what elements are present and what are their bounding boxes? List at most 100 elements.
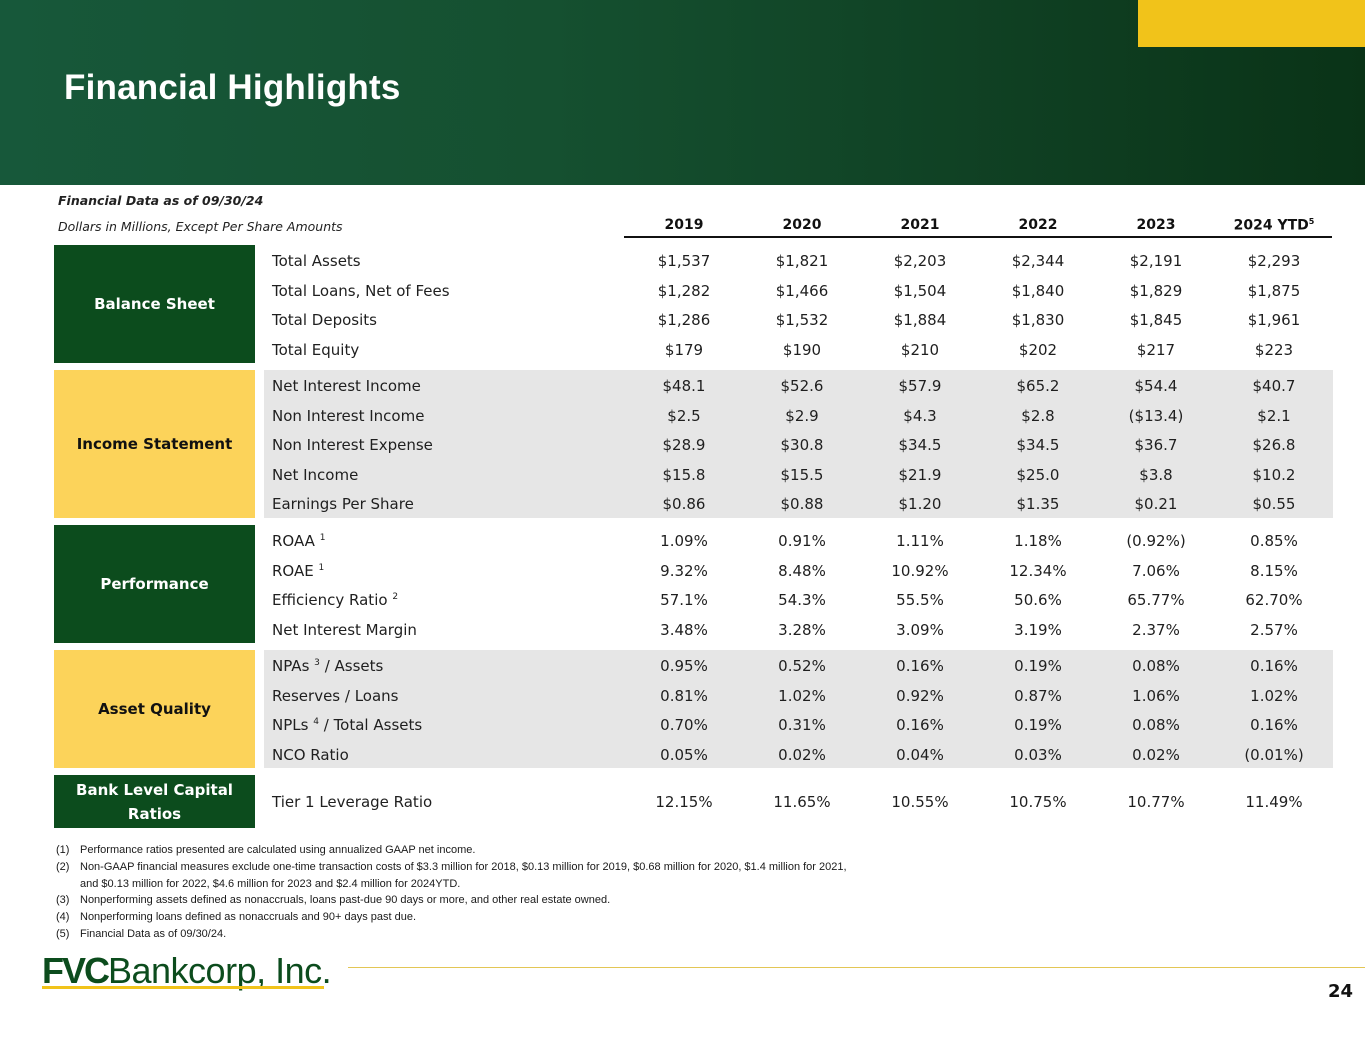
table-cell: 9.32% xyxy=(660,561,708,580)
category-label: Income Statement xyxy=(54,370,255,518)
table-cell: 2.37% xyxy=(1132,620,1180,639)
table-cell: 0.03% xyxy=(1014,745,1062,764)
footer-rule xyxy=(348,967,1365,968)
table-cell: 0.70% xyxy=(660,716,708,735)
year-header: 2020 xyxy=(782,217,822,233)
table-cell: 10.77% xyxy=(1127,793,1185,811)
table-cell: 0.16% xyxy=(896,657,944,675)
table-cell: 0.16% xyxy=(1250,657,1298,675)
table-cell: $2,344 xyxy=(1011,252,1065,270)
table-cell: 57.1% xyxy=(660,591,708,610)
row-label: ROAE 1 xyxy=(272,561,325,580)
row-label: Total Assets xyxy=(272,252,361,270)
table-cell: 3.48% xyxy=(660,620,708,639)
table-cell: 0.95% xyxy=(660,657,708,675)
section-band: Income Statement Net Interest Income $48.1… xyxy=(54,370,1333,518)
table-cell: 8.48% xyxy=(778,561,826,580)
table-cell: $1,282 xyxy=(657,281,711,300)
table-cell: $1,821 xyxy=(775,252,829,270)
table-cell: 0.02% xyxy=(1132,745,1180,764)
table-row: Efficiency Ratio 2 57.1% 54.3% 55.5% 50.6% 65… xyxy=(264,588,1333,612)
table-cell: 0.81% xyxy=(660,686,708,705)
footnote: and $0.13 million for 2022, $4.6 million… xyxy=(80,877,461,890)
table-cell: $1,286 xyxy=(657,311,711,330)
table-cell: $1,961 xyxy=(1247,311,1301,330)
table-cell: 2.57% xyxy=(1250,620,1298,639)
table-cell: $15.5 xyxy=(780,465,824,484)
table-cell: $10.2 xyxy=(1252,465,1296,484)
table-cell: $0.21 xyxy=(1134,495,1178,514)
footnote-marker: 3 xyxy=(314,658,320,668)
table-cell: $202 xyxy=(1018,340,1058,359)
table-row: Reserves / Loans 0.81% 1.02% 0.92% 0.87% 1.06… xyxy=(264,684,1333,708)
table-cell: $25.0 xyxy=(1016,465,1060,484)
table-cell: $210 xyxy=(900,340,940,359)
table-row: Earnings Per Share $0.86 $0.88 $1.20 $1.35 $0… xyxy=(264,492,1333,516)
table-cell: $21.9 xyxy=(898,465,942,484)
table-cell: $40.7 xyxy=(1252,377,1296,395)
row-label: Net Interest Income xyxy=(272,377,421,395)
company-logo: FVCBankcorp, Inc. xyxy=(42,950,332,991)
table-row: ROAA 1 1.09% 0.91% 1.11% 1.18% (0.92%) 0.85% xyxy=(264,529,1333,553)
table-cell: 0.52% xyxy=(778,657,826,675)
table-cell: $54.4 xyxy=(1134,377,1178,395)
table-cell: 65.77% xyxy=(1127,591,1185,610)
table-cell: ($13.4) xyxy=(1128,406,1184,425)
table-cell: $34.5 xyxy=(1016,436,1060,455)
table-cell: $2.8 xyxy=(1021,406,1055,425)
table-cell: 0.91% xyxy=(778,532,826,550)
table-cell: 1.09% xyxy=(660,532,708,550)
row-label: Efficiency Ratio 2 xyxy=(272,591,399,610)
table-row: Non Interest Income $2.5 $2.9 $4.3 $2.8 ($13.… xyxy=(264,404,1333,428)
table-row: NPAs 3 / Assets 0.95% 0.52% 0.16% 0.19% 0.08%… xyxy=(264,654,1333,678)
footnote-marker: 2 xyxy=(392,592,399,603)
table-cell: 0.02% xyxy=(778,745,826,764)
table-cell: $1,537 xyxy=(657,252,711,270)
table-cell: 12.34% xyxy=(1009,561,1067,580)
table-cell: (0.92%) xyxy=(1126,532,1186,550)
table-row: Tier 1 Leverage Ratio 12.15% 11.65% 10.55% 1… xyxy=(264,790,1333,814)
table-cell: $179 xyxy=(664,340,704,359)
row-label: Total Loans, Net of Fees xyxy=(272,281,450,300)
year-header: 2023 xyxy=(1136,217,1176,233)
table-cell: 0.16% xyxy=(1250,716,1298,735)
table-cell: $26.8 xyxy=(1252,436,1296,455)
table-cell: 0.92% xyxy=(896,686,944,705)
table-cell: 3.19% xyxy=(1014,620,1062,639)
row-label: Net Income xyxy=(272,465,359,484)
header-gold-accent xyxy=(1138,0,1365,47)
table-cell: 0.16% xyxy=(896,716,944,735)
row-label: Net Interest Margin xyxy=(272,620,417,639)
section-rows: ROAA 1 1.09% 0.91% 1.11% 1.18% (0.92%) 0.85% RO… xyxy=(264,525,1333,643)
table-cell: 50.6% xyxy=(1014,591,1062,610)
table-cell: $1,840 xyxy=(1011,281,1065,300)
page-title: Financial Highlights xyxy=(64,68,401,107)
table-row: NCO Ratio 0.05% 0.02% 0.04% 0.03% 0.02% (0.01%… xyxy=(264,743,1333,767)
table-cell: $48.1 xyxy=(662,377,706,395)
section-rows: Total Assets $1,537 $1,821 $2,203 $2,344 $2,1… xyxy=(264,245,1333,363)
table-cell: 11.65% xyxy=(773,793,831,811)
year-header: 2019 xyxy=(664,217,704,233)
footnote-marker: 1 xyxy=(318,562,325,573)
table-cell: $1,875 xyxy=(1247,281,1301,300)
table-cell: 10.92% xyxy=(891,561,949,580)
table-cell: $57.9 xyxy=(898,377,942,395)
table-cell: 54.3% xyxy=(778,591,826,610)
footnote-marker: 1 xyxy=(319,533,326,543)
row-label: Tier 1 Leverage Ratio xyxy=(272,793,433,811)
table-cell: $3.8 xyxy=(1139,465,1173,484)
table-cell: $2,293 xyxy=(1247,252,1301,270)
table-row: Total Equity $179 $190 $210 $202 $217 $223 xyxy=(264,338,1333,362)
table-cell: $1.20 xyxy=(898,495,942,514)
row-label: NCO Ratio xyxy=(272,745,349,764)
table-cell: 8.15% xyxy=(1250,561,1298,580)
table-cell: 12.15% xyxy=(655,793,713,811)
table-cell: $0.86 xyxy=(662,495,706,514)
row-label: NPLs 4 / Total Assets xyxy=(272,716,423,735)
section-rows: Tier 1 Leverage Ratio 12.15% 11.65% 10.55% 1… xyxy=(264,775,1333,828)
row-label: Total Deposits xyxy=(272,311,377,330)
table-cell: $1,884 xyxy=(893,311,947,330)
footnote: (1) Performance ratios presented are calc… xyxy=(56,844,476,856)
row-label: NPAs 3 / Assets xyxy=(272,657,384,675)
table-cell: 1.02% xyxy=(778,686,826,705)
